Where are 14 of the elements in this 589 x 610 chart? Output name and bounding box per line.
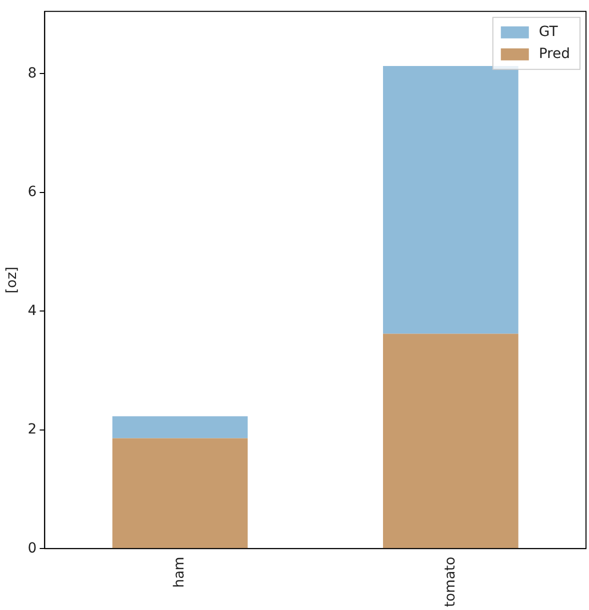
bar — [112, 438, 248, 548]
y-tick-label: 2 — [28, 422, 37, 438]
legend-label: GT — [538, 24, 558, 40]
legend-label: Pred — [538, 46, 570, 62]
y-tick-label: 4 — [28, 302, 37, 319]
y-axis-title: [oz] — [4, 266, 20, 294]
x-tick-label: tomato — [442, 556, 458, 607]
y-tick-label: 8 — [28, 65, 37, 82]
y-tick-label: 6 — [28, 184, 37, 200]
bar — [383, 66, 518, 334]
x-tick-label: ham — [172, 556, 188, 588]
bar — [112, 416, 248, 438]
y-tick-label: 0 — [28, 540, 37, 556]
bar — [383, 334, 518, 548]
